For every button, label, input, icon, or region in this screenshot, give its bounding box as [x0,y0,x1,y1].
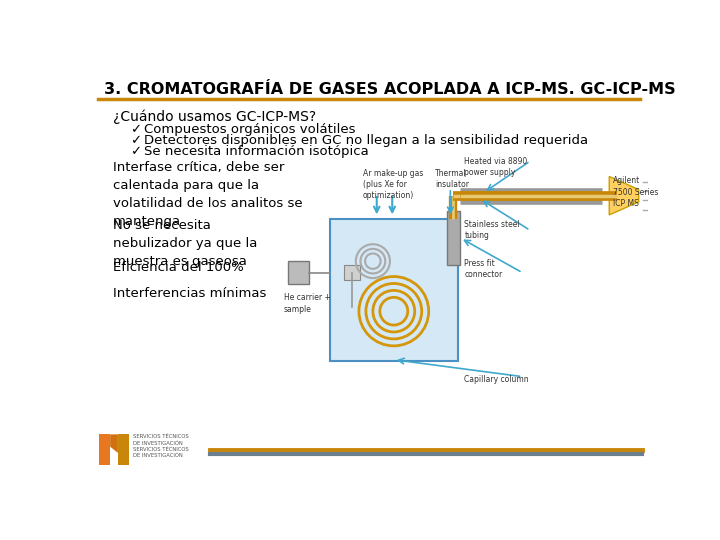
Bar [344,265,360,280]
Bar [446,211,461,265]
Text: ✓: ✓ [130,134,141,147]
Text: Detectores disponibles en GC no llegan a la sensibilidad requerida: Detectores disponibles en GC no llegan a… [144,134,588,147]
Polygon shape [110,434,118,453]
Text: Heated via 8890
power supply: Heated via 8890 power supply [464,157,528,177]
Bar [99,434,110,465]
Text: ✓: ✓ [130,145,141,158]
Bar [287,261,310,284]
Bar [118,434,129,465]
Polygon shape [609,177,639,215]
Text: Compuestos orgánicos volátiles: Compuestos orgánicos volátiles [144,123,356,136]
Text: Interfase crítica, debe ser
calentada para que la
volatilidad de los analitos se: Interfase crítica, debe ser calentada pa… [113,161,303,228]
Text: Stainless steel
tubing: Stainless steel tubing [464,220,520,240]
Text: 3. CROMATOGRAFÍA DE GASES ACOPLADA A ICP-MS. GC-ICP-MS: 3. CROMATOGRAFÍA DE GASES ACOPLADA A ICP… [104,82,675,97]
Text: He carrier +
sample: He carrier + sample [284,294,330,314]
Text: Thermal
insulator: Thermal insulator [435,168,469,189]
Text: Press fit
connector: Press fit connector [464,259,503,279]
Text: ¿Cuándo usamos GC-ICP-MS?: ¿Cuándo usamos GC-ICP-MS? [113,110,316,124]
Text: Interferencias mínimas: Interferencias mínimas [113,287,266,300]
Text: Agilent
7500 Series
ICP MS: Agilent 7500 Series ICP MS [613,177,659,208]
Text: SERVICIOS TÉCNICOS
DE INVESTIGACIÓN
SERVICIOS TÉCNICOS
DE INVESTIGACIÓN: SERVICIOS TÉCNICOS DE INVESTIGACIÓN SERV… [132,434,189,458]
Text: Capillary column: Capillary column [464,375,529,384]
Text: ✓: ✓ [130,123,141,136]
Text: No se necesita
nebulizador ya que la
muestra es gaseosa: No se necesita nebulizador ya que la mue… [113,219,258,268]
Text: Se necesita información isotópica: Se necesita información isotópica [144,145,369,158]
Text: Ar make-up gas
(plus Xe for
optimization): Ar make-up gas (plus Xe for optimization… [363,168,423,200]
Text: Eficiencia del 100%: Eficiencia del 100% [113,261,244,274]
Bar [330,219,458,361]
